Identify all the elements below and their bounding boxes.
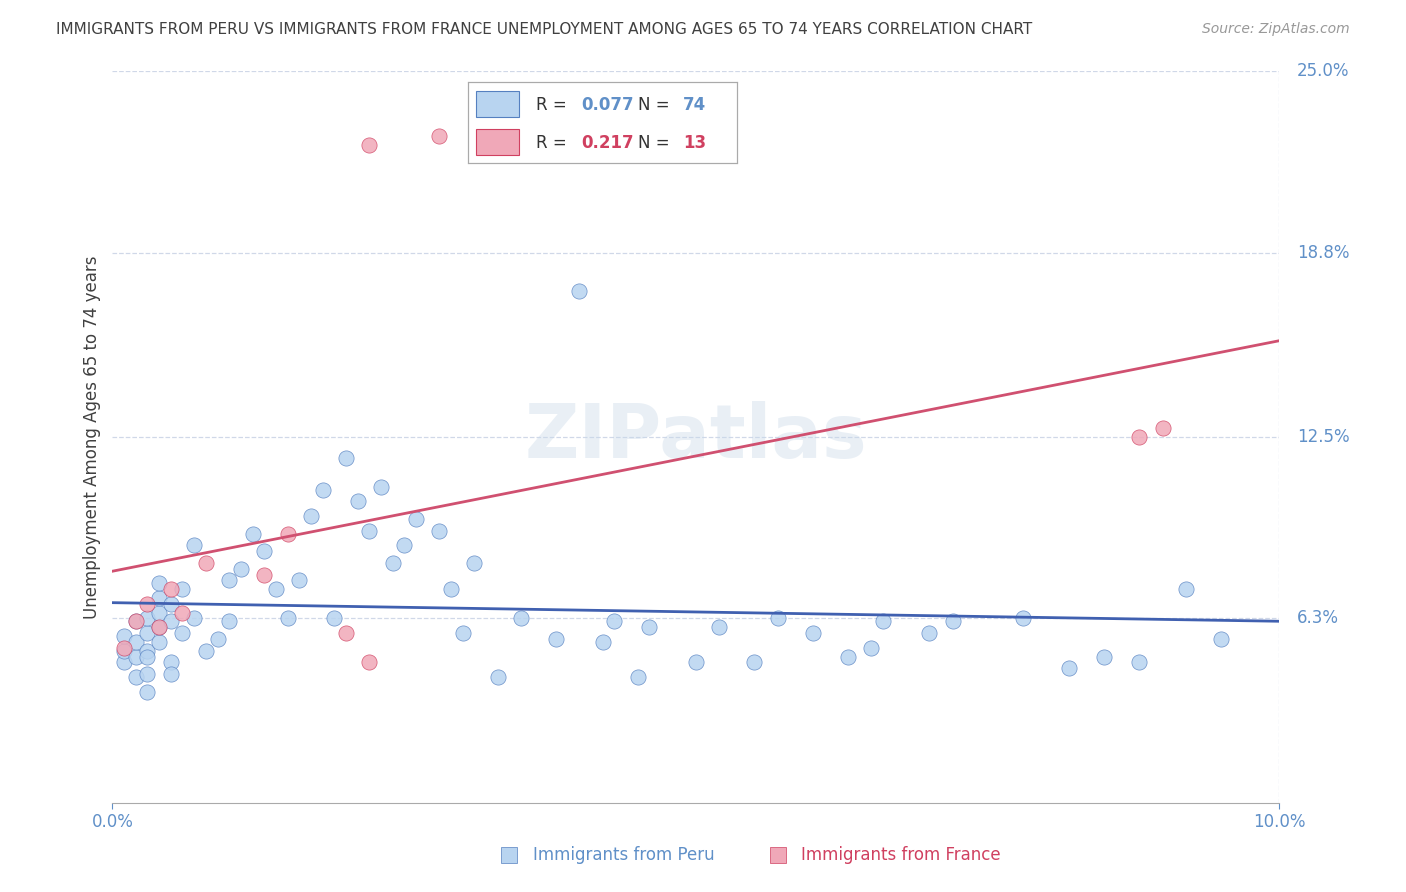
- Point: [568, 284, 591, 298]
- Point: [766, 611, 789, 625]
- Point: [463, 556, 485, 570]
- Point: [112, 640, 135, 655]
- Point: [218, 615, 240, 629]
- Point: [381, 556, 404, 570]
- Point: [860, 640, 883, 655]
- Point: [1128, 430, 1150, 444]
- Point: [136, 643, 159, 657]
- Point: [288, 574, 311, 588]
- Point: [346, 494, 368, 508]
- Point: [160, 615, 183, 629]
- Point: [801, 626, 824, 640]
- Point: [1059, 661, 1081, 675]
- Point: [603, 615, 626, 629]
- Point: [160, 582, 183, 597]
- Point: [229, 562, 252, 576]
- Text: Immigrants from France: Immigrants from France: [801, 847, 1001, 864]
- Text: Source: ZipAtlas.com: Source: ZipAtlas.com: [1202, 22, 1350, 37]
- Point: [207, 632, 229, 646]
- Point: [638, 620, 661, 634]
- Point: [837, 649, 859, 664]
- Point: [148, 620, 170, 634]
- Point: [592, 635, 614, 649]
- Point: [335, 450, 357, 465]
- Point: [1128, 656, 1150, 670]
- Point: [160, 656, 183, 670]
- Point: [253, 567, 276, 582]
- Point: [323, 611, 346, 625]
- Text: 12.5%: 12.5%: [1296, 428, 1350, 446]
- Point: [709, 620, 731, 634]
- Point: [125, 670, 148, 684]
- Point: [136, 667, 159, 681]
- Text: Immigrants from Peru: Immigrants from Peru: [533, 847, 714, 864]
- Point: [335, 626, 357, 640]
- Point: [112, 629, 135, 643]
- Text: 6.3%: 6.3%: [1296, 609, 1339, 627]
- Point: [125, 615, 148, 629]
- Point: [544, 632, 567, 646]
- Point: [112, 656, 135, 670]
- Text: ZIPatlas: ZIPatlas: [524, 401, 868, 474]
- Point: [394, 538, 416, 552]
- Point: [172, 582, 194, 597]
- Point: [427, 128, 450, 143]
- Point: [218, 574, 240, 588]
- Point: [148, 635, 170, 649]
- Point: [183, 611, 205, 625]
- Point: [264, 582, 287, 597]
- Point: [451, 626, 474, 640]
- Point: [160, 667, 183, 681]
- Point: [440, 582, 463, 597]
- Point: [427, 524, 450, 538]
- Point: [136, 597, 159, 611]
- Point: [136, 611, 159, 625]
- Point: [1094, 649, 1116, 664]
- Point: [112, 643, 135, 657]
- Point: [183, 538, 205, 552]
- Point: [742, 656, 765, 670]
- Point: [942, 615, 965, 629]
- Point: [1152, 421, 1174, 435]
- Text: IMMIGRANTS FROM PERU VS IMMIGRANTS FROM FRANCE UNEMPLOYMENT AMONG AGES 65 TO 74 : IMMIGRANTS FROM PERU VS IMMIGRANTS FROM …: [56, 22, 1032, 37]
- Point: [405, 512, 427, 526]
- Point: [359, 524, 381, 538]
- Point: [136, 649, 159, 664]
- Point: [1209, 632, 1232, 646]
- Point: [627, 670, 650, 684]
- Point: [125, 649, 148, 664]
- Point: [253, 544, 276, 558]
- Point: [148, 576, 170, 591]
- Point: [148, 591, 170, 605]
- Point: [299, 509, 322, 524]
- Point: [148, 606, 170, 620]
- Point: [136, 684, 159, 698]
- Point: [148, 620, 170, 634]
- Point: [1011, 611, 1033, 625]
- Point: [136, 626, 159, 640]
- Point: [685, 656, 707, 670]
- Point: [276, 611, 298, 625]
- Y-axis label: Unemployment Among Ages 65 to 74 years: Unemployment Among Ages 65 to 74 years: [83, 255, 101, 619]
- Point: [359, 137, 381, 152]
- Point: [172, 606, 194, 620]
- Point: [242, 526, 264, 541]
- Point: [872, 615, 894, 629]
- Point: [172, 626, 194, 640]
- Text: 25.0%: 25.0%: [1296, 62, 1350, 80]
- Point: [359, 656, 381, 670]
- Point: [194, 556, 217, 570]
- Point: [370, 480, 392, 494]
- Point: [509, 611, 531, 625]
- Point: [1175, 582, 1198, 597]
- Point: [918, 626, 941, 640]
- Point: [311, 483, 333, 497]
- Point: [125, 615, 148, 629]
- Point: [276, 526, 298, 541]
- Point: [486, 670, 509, 684]
- Point: [125, 635, 148, 649]
- Point: [194, 643, 217, 657]
- Text: 18.8%: 18.8%: [1296, 244, 1350, 261]
- Point: [160, 597, 183, 611]
